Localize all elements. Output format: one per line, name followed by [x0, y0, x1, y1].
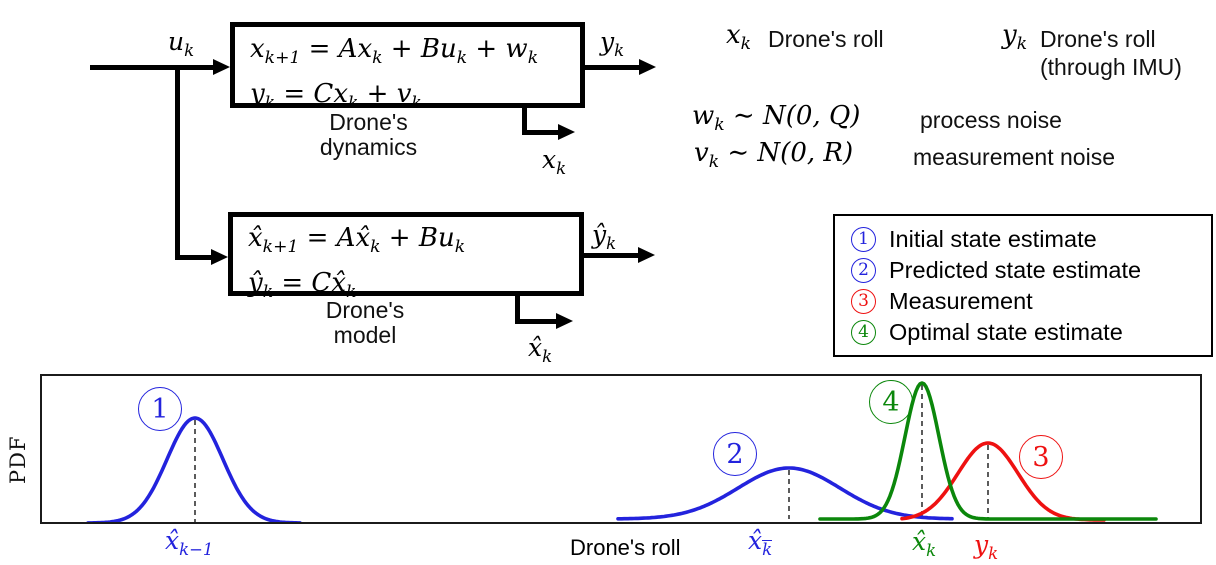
curve-badge-3: 3 [1019, 435, 1063, 479]
curve-badge-2: 2 [713, 432, 757, 476]
model-caption-line2: model [333, 322, 397, 348]
arrow-right-icon [558, 124, 575, 140]
arrow-right-icon [556, 313, 573, 329]
legend-item-measurement: 3 Measurement [851, 288, 1211, 314]
x-symbol: xk [726, 20, 752, 55]
input-line [90, 65, 216, 70]
legend-label: Optimal state estimate [889, 318, 1123, 345]
tick-label-y-k: yk [974, 530, 999, 563]
plant-equation-1: xk+1 = Axk + Buk + wk [250, 34, 539, 69]
branch-line-horizontal [175, 255, 215, 260]
measurement-noise-symbol: vk ∼ N(0, R) [694, 138, 854, 173]
tick-label-x-hat-k-minus-1: x̂k−1 [165, 526, 214, 559]
process-noise-symbol: wk ∼ N(0, Q) [692, 101, 861, 136]
plant-output-line [585, 65, 641, 70]
model-state-line-horizontal [515, 319, 558, 324]
model-state-label: x̂k [528, 333, 553, 366]
model-equation-1: x̂k+1 = Ax̂k + Buk [248, 223, 466, 258]
model-output-label: ŷk [592, 220, 617, 253]
x-description: Drone's roll [768, 26, 884, 52]
legend-item-initial-state-estimate: 1 Initial state estimate [851, 226, 1211, 252]
model-caption-line1: Drone's [325, 297, 405, 323]
plant-caption: Drone's dynamics [286, 110, 451, 160]
circled-1-icon: 1 [851, 226, 876, 252]
x-axis-label: Drone's roll [570, 535, 681, 560]
branch-line-vertical [175, 65, 180, 260]
circled-2-icon: 2 [851, 257, 876, 283]
tick-label-x-hat-k-prior: x̂k [748, 526, 773, 559]
arrow-right-icon [638, 247, 655, 263]
plant-state-label: xk [542, 145, 567, 178]
legend-label: Initial state estimate [889, 225, 1097, 252]
legend-item-predicted-state-estimate: 2 Predicted state estimate [851, 257, 1211, 283]
plant-caption-line1: Drone's [329, 109, 408, 135]
circled-3-icon: 3 [851, 288, 876, 314]
model-caption: Drone's model [285, 298, 445, 348]
plant-block: xk+1 = Axk + Buk + wk yk = Cxk + vk [230, 22, 585, 113]
legend-item-optimal-state-estimate: 4 Optimal state estimate [851, 319, 1211, 345]
y-description: Drone's roll [1040, 26, 1156, 52]
legend-panel: 1 Initial state estimate 2 Predicted sta… [833, 214, 1213, 357]
y-symbol: yk [1002, 20, 1028, 55]
legend-label: Measurement [889, 287, 1033, 314]
model-block: x̂k+1 = Ax̂k + Buk ŷk = Cx̂k [228, 212, 584, 302]
plant-equation-2: yk = Cxk + vk [250, 79, 422, 114]
arrow-right-icon [213, 59, 230, 75]
model-output-line [584, 253, 640, 258]
plant-caption-line2: dynamics [319, 134, 418, 160]
curve-badge-1: 1 [138, 387, 182, 431]
circled-4-icon: 4 [851, 319, 876, 345]
plant-state-line-vertical [522, 106, 527, 135]
input-label: uk [168, 27, 195, 60]
legend-label: Predicted state estimate [889, 256, 1142, 283]
tick-label-x-hat-k: x̂k [912, 527, 937, 560]
measurement-noise-description: measurement noise [913, 144, 1115, 170]
process-noise-description: process noise [920, 107, 1062, 133]
gaussian-curves-canvas [86, 381, 1158, 522]
pdf-plot-panel: 1 2 3 4 [40, 374, 1202, 524]
arrow-right-icon [211, 249, 228, 265]
y-axis-label: PDF [6, 435, 30, 484]
arrow-right-icon [639, 59, 656, 75]
plant-output-label: yk [600, 27, 625, 60]
y-description-2: (through IMU) [1040, 54, 1182, 80]
model-state-line-vertical [515, 294, 520, 324]
plant-state-line-horizontal [522, 130, 560, 135]
model-equation-2: ŷk = Cx̂k [248, 268, 357, 303]
curve-badge-4: 4 [869, 380, 913, 424]
